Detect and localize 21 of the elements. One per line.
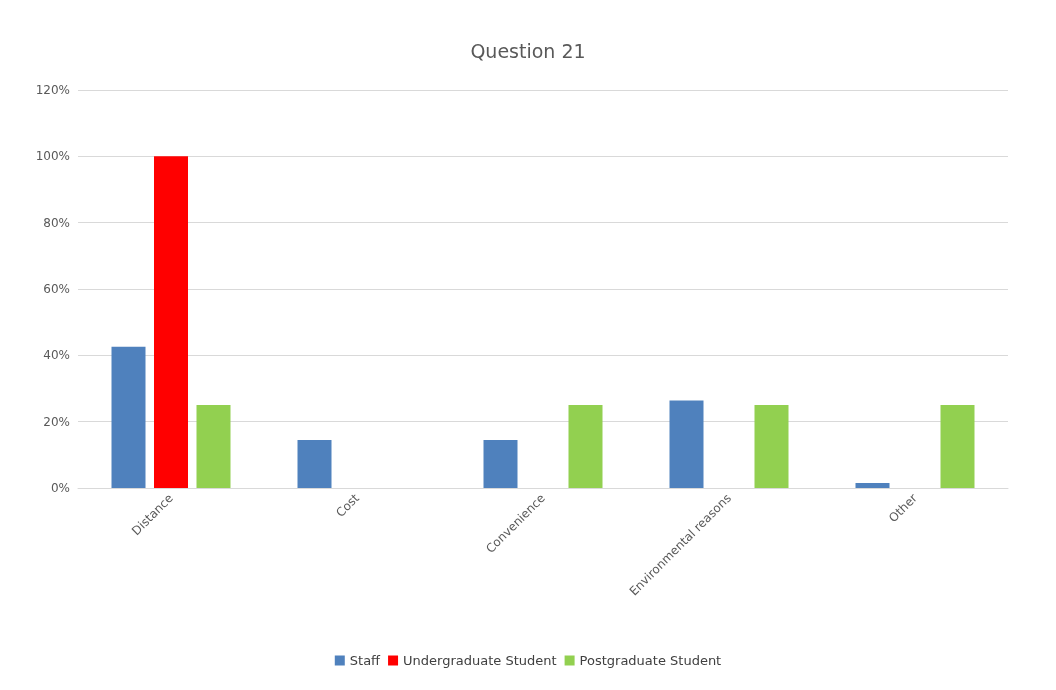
y-tick-label: 120% [35,83,70,97]
y-tick-label: 60% [43,282,70,296]
bar [111,346,146,488]
bar [855,483,890,488]
bar [154,156,188,488]
bar [940,405,975,488]
legend-label: Undergraduate Student [403,653,557,668]
bar [297,439,332,488]
y-tick-label: 80% [43,215,70,230]
y-tick-label: 100% [35,149,70,164]
bar [483,439,518,488]
y-tick-label: 40% [43,348,70,363]
bar [754,405,789,488]
bar [196,405,231,488]
y-tick-label: 20% [43,414,70,429]
legend-label: Staff [349,653,382,668]
chart-title: Question 21 [470,39,586,62]
bar [669,400,704,488]
y-tick-label: 0% [50,481,70,495]
bar [568,405,603,488]
legend-label: Postgraduate Student [579,653,722,668]
